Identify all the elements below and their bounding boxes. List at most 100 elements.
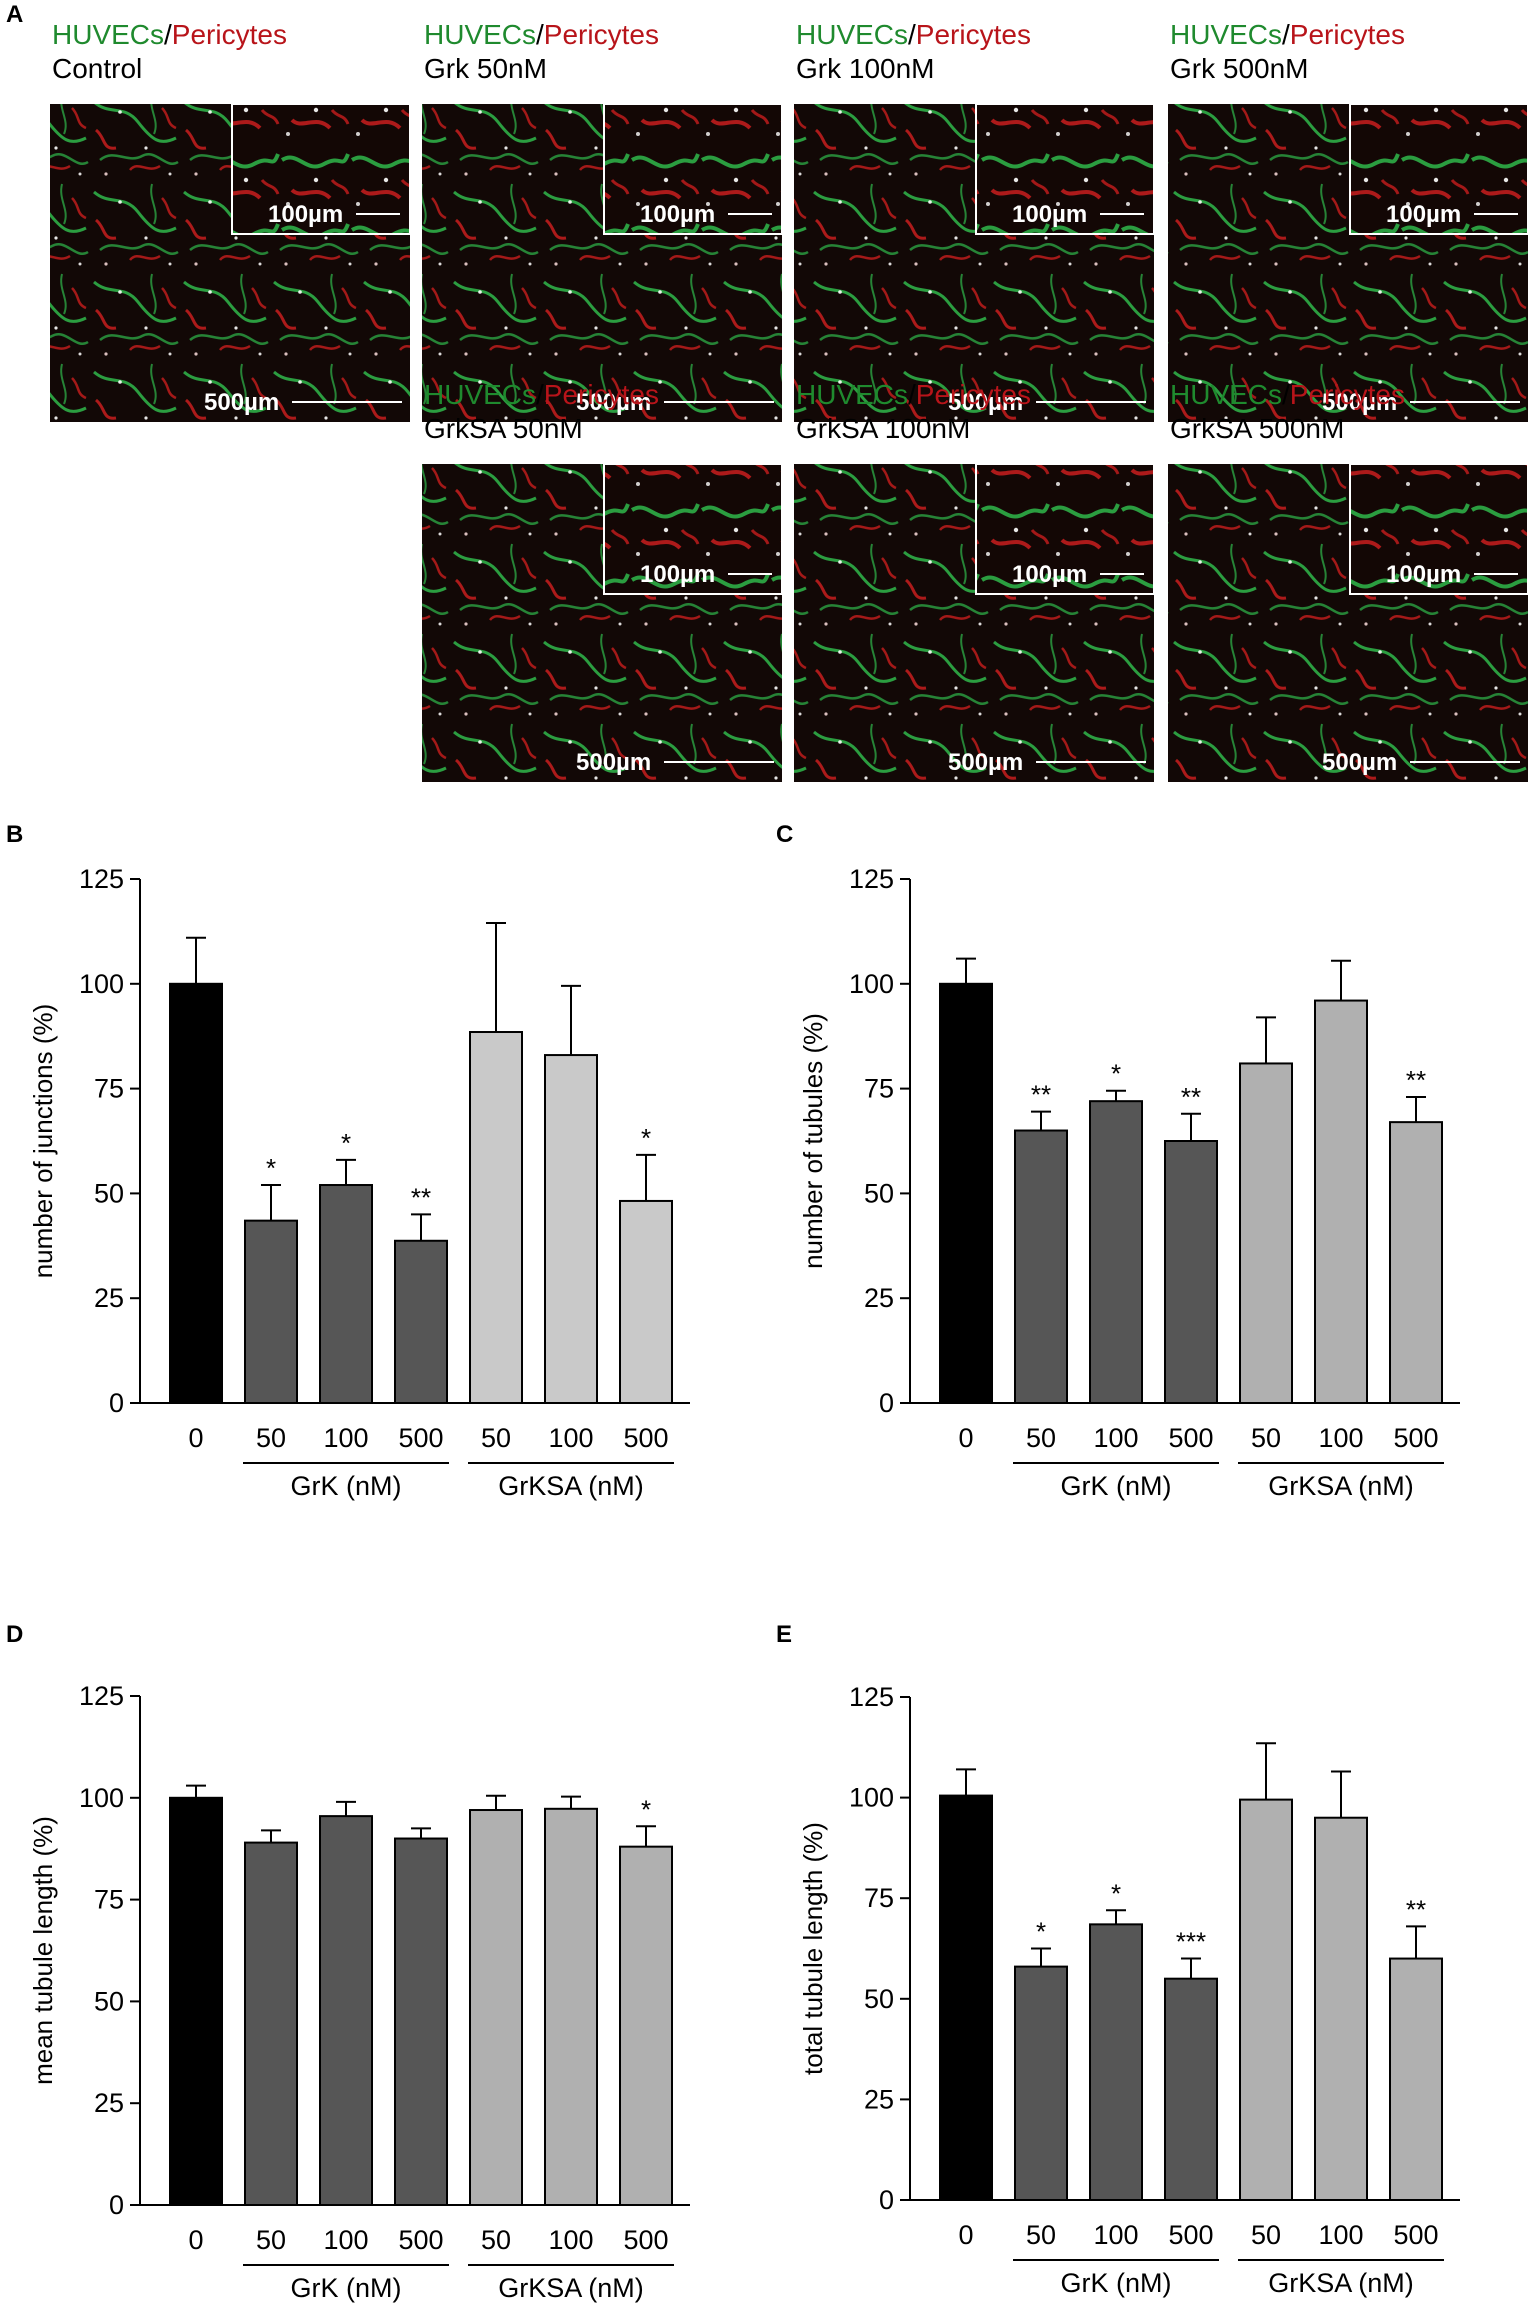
- x-tick-label: 0: [188, 2225, 203, 2255]
- inset-scale-label: 100µm: [1386, 201, 1461, 228]
- bar: [1089, 1100, 1143, 1405]
- inset-scale-label: 100µm: [1386, 561, 1461, 588]
- significance-marker: *: [1111, 1059, 1121, 1089]
- bar: [469, 1031, 523, 1405]
- inset-scale-label: 100µm: [640, 201, 715, 228]
- y-tick-label: 50: [94, 1178, 124, 1208]
- x-tick-label: 50: [1251, 2220, 1281, 2250]
- micrograph-scale-label: 500µm: [1322, 389, 1397, 416]
- bar: [1389, 1957, 1443, 2202]
- bar: [169, 1796, 223, 2207]
- huvec-label: HUVECs: [424, 19, 536, 50]
- micrograph-inset: [975, 103, 1155, 235]
- micrograph-condition-label: Grk 50nM: [424, 53, 547, 84]
- pericyte-label: Pericytes: [916, 19, 1031, 50]
- bar: [939, 1794, 993, 2201]
- x-tick-label: 100: [548, 1423, 593, 1453]
- significance-marker: ***: [1176, 1927, 1206, 1957]
- y-tick-label: 75: [94, 1885, 124, 1915]
- bar: [939, 982, 993, 1404]
- bar: [1239, 1798, 1293, 2202]
- pericyte-label: Pericytes: [1290, 19, 1405, 50]
- x-tick-label: 100: [548, 2225, 593, 2255]
- bar: [619, 1199, 673, 1404]
- label-slash: /: [908, 379, 916, 410]
- micrograph-inset: [603, 463, 783, 595]
- bar-charts: 0 25 50 75 100 125 number of junctions (%) 0 * 50…: [28, 864, 1460, 2303]
- y-axis-title: number of tubules (%): [798, 1013, 828, 1269]
- x-tick-label: 0: [188, 1423, 203, 1453]
- y-tick-label: 25: [864, 1283, 894, 1313]
- huvec-label: HUVECs: [52, 19, 164, 50]
- micrograph-inset: [231, 103, 411, 235]
- y-tick-label: 75: [864, 1883, 894, 1913]
- huvec-label: HUVECs: [1170, 379, 1282, 410]
- panel-letter-a: A: [6, 1, 23, 28]
- x-tick-label: 500: [623, 1423, 668, 1453]
- micrograph-stain-label: HUVECs/Pericytes: [424, 19, 659, 50]
- y-tick-label: 50: [864, 1178, 894, 1208]
- y-tick-label: 75: [94, 1074, 124, 1104]
- x-tick-label: 500: [1393, 1423, 1438, 1453]
- bar: [1314, 1816, 1368, 2201]
- panel-letter-e: E: [776, 1621, 792, 1648]
- micrograph-inset: [975, 463, 1155, 595]
- inset-scale-label: 100µm: [1012, 561, 1087, 588]
- label-slash: /: [1282, 19, 1290, 50]
- chart-d: 0 25 50 75 100 125 mean tubule length (%) 0 50 10…: [28, 1681, 690, 2303]
- micrograph-scale-label: 500µm: [576, 389, 651, 416]
- y-tick-label: 100: [79, 969, 124, 999]
- x-tick-label: 0: [958, 1423, 973, 1453]
- x-tick-label: 100: [323, 2225, 368, 2255]
- micrograph-scale-label: 500µm: [948, 749, 1023, 776]
- micrograph-condition-label: Control: [52, 53, 142, 84]
- micrograph-stain-label: HUVECs/Pericytes: [796, 379, 1031, 410]
- chart-c: 0 25 50 75 100 125 number of tubules (%) 0 ** 50 *…: [798, 864, 1460, 1501]
- label-slash: /: [536, 379, 544, 410]
- significance-marker: *: [641, 1123, 651, 1153]
- panel-letter-b: B: [6, 821, 23, 848]
- bar: [1089, 1923, 1143, 2201]
- x-tick-label: 50: [481, 1423, 511, 1453]
- group-label: GrKSA (nM): [1268, 2268, 1414, 2298]
- y-tick-label: 0: [879, 2185, 894, 2215]
- group-label: GrK (nM): [1061, 1471, 1172, 1501]
- micrograph-condition-label: Grk 500nM: [1170, 53, 1309, 84]
- micrograph-stain-label: HUVECs/Pericytes: [1170, 19, 1405, 50]
- x-tick-label: 100: [1318, 2220, 1363, 2250]
- bar: [394, 1239, 448, 1405]
- micrograph-condition-label: Grk 100nM: [796, 53, 935, 84]
- significance-marker: *: [1036, 1917, 1046, 1947]
- x-tick-label: 100: [1318, 1423, 1363, 1453]
- panel-letter-c: C: [776, 821, 793, 848]
- pericyte-label: Pericytes: [1290, 379, 1405, 410]
- micrograph-scale-label: 500µm: [204, 389, 279, 416]
- bar: [244, 1841, 298, 2207]
- x-tick-label: 50: [1026, 2220, 1056, 2250]
- significance-marker: *: [266, 1153, 276, 1183]
- y-tick-label: 100: [849, 1783, 894, 1813]
- micrograph-stain-label: HUVECs/Pericytes: [52, 19, 287, 50]
- y-tick-label: 125: [849, 1682, 894, 1712]
- significance-marker: **: [1406, 1894, 1426, 1924]
- micrograph-condition-label: GrkSA 100nM: [796, 413, 970, 444]
- micrograph-grid: HUVECs/PericytesControl100µm500µmHUVECs/…: [50, 19, 1529, 782]
- label-slash: /: [536, 19, 544, 50]
- bar: [1014, 1129, 1068, 1405]
- bar: [544, 1807, 598, 2207]
- x-tick-label: 500: [1168, 2220, 1213, 2250]
- y-axis-title: total tubule length (%): [798, 1822, 828, 2075]
- bar: [619, 1845, 673, 2206]
- x-tick-label: 50: [256, 2225, 286, 2255]
- bar: [394, 1837, 448, 2207]
- y-tick-label: 25: [94, 2088, 124, 2118]
- pericyte-label: Pericytes: [916, 379, 1031, 410]
- bar: [1164, 1977, 1218, 2202]
- y-tick-label: 50: [94, 1986, 124, 2016]
- micrograph-stain-label: HUVECs/Pericytes: [1170, 379, 1405, 410]
- group-label: GrKSA (nM): [1268, 1471, 1414, 1501]
- x-tick-label: 500: [1168, 1423, 1213, 1453]
- significance-marker: **: [411, 1182, 431, 1212]
